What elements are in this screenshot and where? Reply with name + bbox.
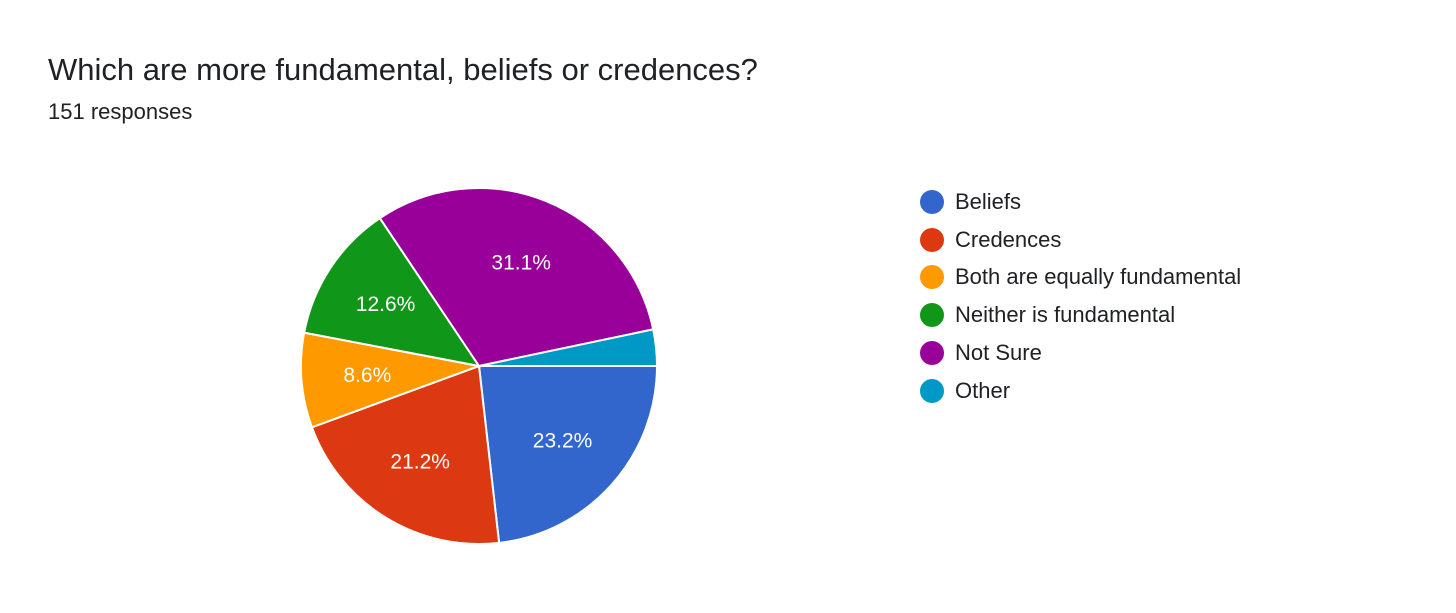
question-title: Which are more fundamental, beliefs or c… <box>48 52 758 87</box>
slice-label-not-sure: 31.1% <box>491 251 551 274</box>
legend-swatch-other <box>920 378 944 403</box>
slice-label-both-are-equally-fundamental: 8.6% <box>343 364 391 387</box>
legend-label-other: Other <box>955 377 1011 403</box>
legend-item-not-sure[interactable]: Not Sure <box>920 334 1241 372</box>
chart-legend: Beliefs Credences Both are equally fundame… <box>920 183 1241 410</box>
slice-label-credences: 21.2% <box>390 450 450 473</box>
legend-label-both-are-equally-fundamental: Both are equally fundamental <box>955 264 1242 290</box>
pie-slice-neither-is-fundamental[interactable] <box>302 216 482 368</box>
legend-item-other[interactable]: Other <box>920 372 1241 410</box>
pie-slice-beliefs[interactable] <box>477 365 659 544</box>
legend-label-neither-is-fundamental: Neither is fundamental <box>955 302 1176 328</box>
legend-swatch-neither-is-fundamental <box>920 303 944 328</box>
pie-slices <box>300 187 659 545</box>
pie-slice-not-sure[interactable] <box>378 187 655 368</box>
legend-label-credences: Credences <box>955 226 1062 252</box>
response-count: 151 responses <box>48 99 193 124</box>
pie-labels: 23.2% 21.2% 8.6% 12.6% 31.1% <box>343 251 592 473</box>
legend-item-credences[interactable]: Credences <box>920 221 1241 259</box>
legend-label-not-sure: Not Sure <box>955 340 1042 366</box>
legend-label-beliefs: Beliefs <box>955 188 1022 214</box>
slice-label-neither-is-fundamental: 12.6% <box>356 293 416 316</box>
legend-swatch-not-sure <box>920 341 944 366</box>
slice-label-beliefs: 23.2% <box>533 430 593 453</box>
legend-swatch-beliefs <box>920 189 944 214</box>
legend-item-beliefs[interactable]: Beliefs <box>920 183 1241 221</box>
legend-item-neither-is-fundamental[interactable]: Neither is fundamental <box>920 296 1241 334</box>
legend-swatch-both-are-equally-fundamental <box>920 265 944 290</box>
pie-slice-other[interactable] <box>478 328 659 367</box>
legend-item-both-are-equally-fundamental[interactable]: Both are equally fundamental <box>920 259 1241 297</box>
pie-slice-both-are-equally-fundamental[interactable] <box>300 331 483 429</box>
legend-swatch-credences <box>920 227 944 252</box>
